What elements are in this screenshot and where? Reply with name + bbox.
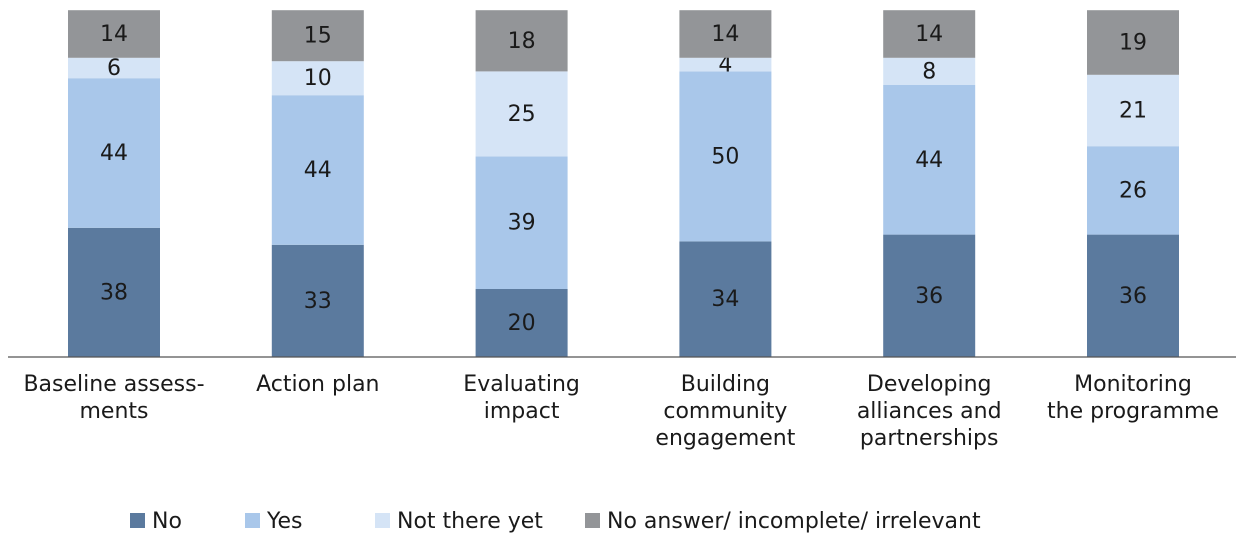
legend-label: Yes: [266, 509, 303, 534]
x-tick-label: Baseline assess- ments: [23, 372, 205, 424]
data-label: 20: [508, 311, 536, 336]
bar-segment: [883, 57, 976, 85]
bar-segment: [475, 156, 568, 289]
bar-segment: [271, 10, 364, 62]
data-label: 15: [304, 24, 332, 49]
bar-segment: [475, 289, 568, 357]
bar-segment: [883, 85, 976, 235]
bar-segment: [883, 10, 976, 58]
bar-segment: [475, 71, 568, 157]
data-label: 36: [915, 284, 943, 309]
bar-segment: [271, 61, 364, 96]
bar-segment: [679, 10, 772, 58]
data-label: 10: [304, 66, 332, 91]
legend-label: No: [152, 509, 182, 534]
bar-segment: [1087, 10, 1179, 75]
x-tick-label: Developing alliances and partnerships: [856, 372, 1002, 451]
data-label: 18: [508, 29, 536, 54]
legend-label: Not there yet: [397, 509, 543, 534]
bar-segment: [883, 234, 976, 357]
legend-swatch: [375, 513, 390, 528]
data-label: 44: [100, 141, 128, 166]
legend-swatch: [585, 513, 600, 528]
x-tick-label: Evaluating impact: [463, 372, 580, 424]
bar-segment: [1087, 74, 1179, 147]
data-label: 8: [922, 59, 936, 84]
data-label: 14: [915, 22, 943, 47]
data-label: 44: [304, 158, 332, 183]
bar-segment: [679, 71, 772, 242]
data-label: 44: [915, 148, 943, 173]
data-label: 39: [508, 211, 536, 236]
bar-segment: [1087, 234, 1179, 357]
data-label: 25: [508, 102, 536, 127]
bar-segment: [68, 57, 160, 79]
data-label: 26: [1119, 178, 1147, 203]
data-label: 14: [711, 22, 739, 47]
legend-swatch: [245, 513, 260, 528]
bar-segment: [271, 95, 364, 245]
data-label: 21: [1119, 99, 1147, 124]
data-label: 50: [711, 144, 739, 169]
data-label: 34: [711, 287, 739, 312]
bar-segment: [68, 78, 160, 228]
bar-segment: [679, 57, 772, 72]
data-label: 14: [100, 22, 128, 47]
data-label: 6: [107, 56, 121, 81]
data-label: 36: [1119, 284, 1147, 309]
legend-label: No answer/ incomplete/ irrelevant: [607, 509, 981, 534]
data-label: 4: [718, 53, 732, 78]
bar-segment: [679, 241, 772, 357]
bar-segment: [475, 10, 568, 72]
bar-segment: [271, 244, 364, 357]
x-tick-label: Action plan: [256, 372, 380, 397]
data-label: 19: [1119, 31, 1147, 56]
data-label: 38: [100, 280, 128, 305]
data-label: 33: [304, 289, 332, 314]
x-tick-label: Building community engagement: [655, 372, 796, 451]
bar-segment: [1087, 146, 1179, 235]
legend-swatch: [130, 513, 145, 528]
bar-segment: [68, 10, 160, 58]
x-tick-label: Monitoring the programme: [1047, 372, 1219, 424]
bar-segment: [68, 227, 160, 357]
